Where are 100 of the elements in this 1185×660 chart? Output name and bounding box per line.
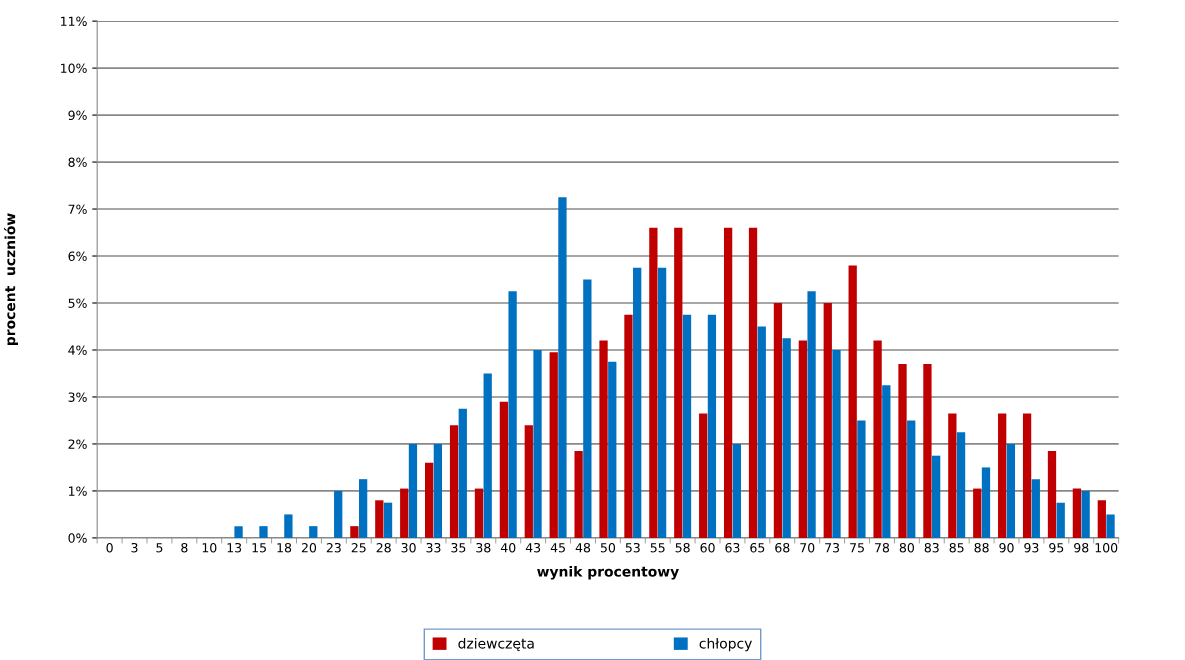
bar <box>483 373 492 538</box>
bar <box>1031 479 1040 538</box>
x-tick-label: 73 <box>825 542 840 553</box>
bar <box>549 352 558 538</box>
bar <box>400 488 409 538</box>
bar <box>425 462 434 538</box>
x-tick-label: 20 <box>301 542 317 553</box>
x-tick-label: 80 <box>899 542 914 553</box>
bar <box>408 443 418 538</box>
x-tick-label: 13 <box>227 542 242 553</box>
bar <box>998 413 1007 538</box>
x-tick-label: 90 <box>999 542 1014 553</box>
bar <box>608 361 617 538</box>
x-tick-label: 45 <box>550 543 565 553</box>
bar <box>1072 488 1082 538</box>
x-tick-label: 85 <box>949 542 964 553</box>
bar <box>583 279 592 538</box>
bar <box>649 227 658 538</box>
x-tick-label: 15 <box>252 543 266 553</box>
bar <box>499 401 509 538</box>
bar <box>358 479 368 538</box>
legend-label: dziewczęta <box>458 637 534 652</box>
bar <box>882 385 891 538</box>
bar <box>350 526 359 538</box>
x-tick-label: 98 <box>1074 542 1089 553</box>
bar <box>898 364 907 538</box>
y-tick-label: 8% <box>68 157 87 167</box>
y-tick-label: 1% <box>68 486 87 496</box>
bar <box>873 340 882 538</box>
x-tick-label: 58 <box>675 542 690 553</box>
bar <box>707 314 717 538</box>
x-tick-label: 23 <box>326 542 341 553</box>
y-tick-label: 6% <box>68 251 87 261</box>
bar <box>723 227 733 538</box>
x-tick-label: 35 <box>451 542 466 553</box>
y-tick-label: 4% <box>68 345 87 355</box>
x-tick-label: 75 <box>850 543 864 553</box>
x-tick-label: 60 <box>700 542 715 553</box>
x-tick-label: 95 <box>1049 542 1064 553</box>
bar <box>748 227 758 538</box>
y-tick-label: 10% <box>61 63 87 74</box>
bar <box>682 314 692 538</box>
bar <box>624 314 633 538</box>
bar <box>807 291 816 538</box>
x-tick-label: 25 <box>351 542 366 553</box>
x-tick-label: 40 <box>500 542 516 553</box>
bar <box>981 467 991 538</box>
x-tick-label: 8 <box>181 542 188 553</box>
y-tick-label: 7% <box>68 204 87 214</box>
x-tick-label: 63 <box>725 542 740 553</box>
bar <box>383 502 393 538</box>
bar <box>674 227 683 538</box>
bar <box>932 455 941 538</box>
x-tick-label: 65 <box>750 542 765 553</box>
x-tick-label: 5 <box>156 543 163 553</box>
bar <box>284 514 293 538</box>
x-tick-label: 30 <box>401 542 416 553</box>
x-tick-label: 55 <box>650 543 665 553</box>
bar <box>857 420 866 538</box>
x-tick-label: 48 <box>575 542 591 553</box>
bar <box>1081 490 1090 538</box>
x-tick-label: 100 <box>1095 542 1118 553</box>
x-axis-title: wynik procentowy <box>537 565 679 580</box>
bar <box>798 340 807 538</box>
y-tick-label: 5% <box>68 298 87 308</box>
bar <box>1097 500 1106 538</box>
bar <box>973 488 982 538</box>
x-tick-label: 28 <box>376 542 391 553</box>
bar <box>558 197 567 538</box>
x-tick-label: 78 <box>875 542 890 553</box>
bar <box>773 303 783 538</box>
y-tick-label: 3% <box>68 392 87 402</box>
bar <box>732 443 741 538</box>
x-tick-label: 53 <box>625 542 640 553</box>
x-tick-label: 0 <box>106 542 113 553</box>
x-tick-label: 18 <box>277 542 292 553</box>
bar <box>1022 413 1032 538</box>
x-tick-label: 33 <box>426 542 441 553</box>
bar <box>259 526 268 538</box>
x-tick-label: 70 <box>800 542 815 553</box>
x-tick-label: 88 <box>974 542 989 553</box>
bar <box>699 413 708 538</box>
x-tick-label: 68 <box>775 542 790 553</box>
x-tick-label: 10 <box>202 542 217 553</box>
bar <box>823 303 832 538</box>
bar <box>375 500 384 538</box>
bar <box>757 326 766 538</box>
bar <box>574 450 583 538</box>
y-axis-title: procent uczniów <box>4 213 18 346</box>
bar <box>848 265 857 538</box>
y-tick-label: 9% <box>68 110 87 121</box>
bar <box>508 291 517 538</box>
bar <box>907 420 916 538</box>
bar <box>956 432 966 538</box>
bar <box>458 408 467 538</box>
bar <box>524 425 533 538</box>
bar <box>433 443 443 538</box>
bar <box>449 425 459 538</box>
legend-label: chłopcy <box>699 637 752 652</box>
bar <box>599 340 608 538</box>
